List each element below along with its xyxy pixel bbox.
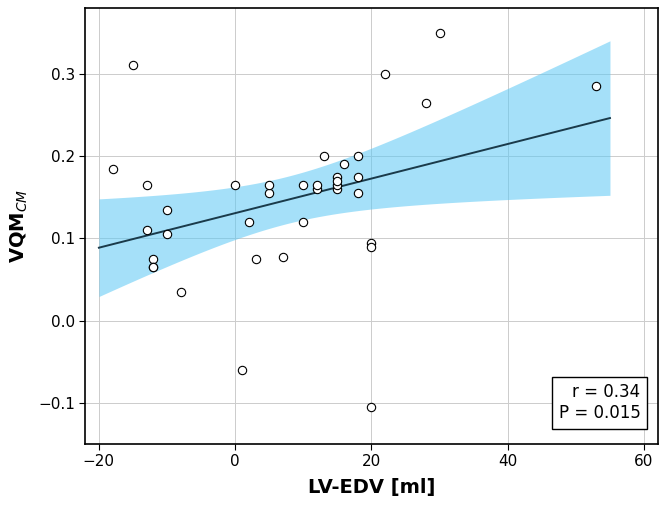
Point <box>236 366 247 374</box>
Point <box>128 61 139 69</box>
Point <box>148 263 159 271</box>
Point <box>352 189 363 197</box>
Text: r = 0.34
P = 0.015: r = 0.34 P = 0.015 <box>559 383 641 422</box>
Point <box>332 173 343 181</box>
Point <box>352 152 363 160</box>
Point <box>366 242 377 250</box>
Point <box>591 82 601 90</box>
Point <box>264 189 274 197</box>
Point <box>352 173 363 181</box>
Point <box>264 181 274 189</box>
Point <box>278 252 288 261</box>
Point <box>366 403 377 411</box>
Point <box>141 181 152 189</box>
Point <box>312 185 322 193</box>
Point <box>339 161 350 169</box>
Point <box>244 218 254 226</box>
Point <box>148 255 159 263</box>
Point <box>434 29 445 37</box>
Point <box>380 70 390 78</box>
X-axis label: LV-EDV [ml]: LV-EDV [ml] <box>308 478 435 496</box>
Point <box>421 99 432 107</box>
Point <box>141 226 152 234</box>
Point <box>148 263 159 271</box>
Point <box>366 238 377 246</box>
Point <box>230 181 240 189</box>
Point <box>312 181 322 189</box>
Y-axis label: VQM$_{CM}$: VQM$_{CM}$ <box>9 189 29 263</box>
Point <box>162 206 172 214</box>
Point <box>107 165 118 173</box>
Point <box>332 185 343 193</box>
Point <box>162 230 172 238</box>
Point <box>175 288 186 296</box>
Point <box>298 181 308 189</box>
Point <box>332 181 343 189</box>
Point <box>298 218 308 226</box>
Point <box>250 255 261 263</box>
Point <box>318 152 329 160</box>
Point <box>332 177 343 185</box>
